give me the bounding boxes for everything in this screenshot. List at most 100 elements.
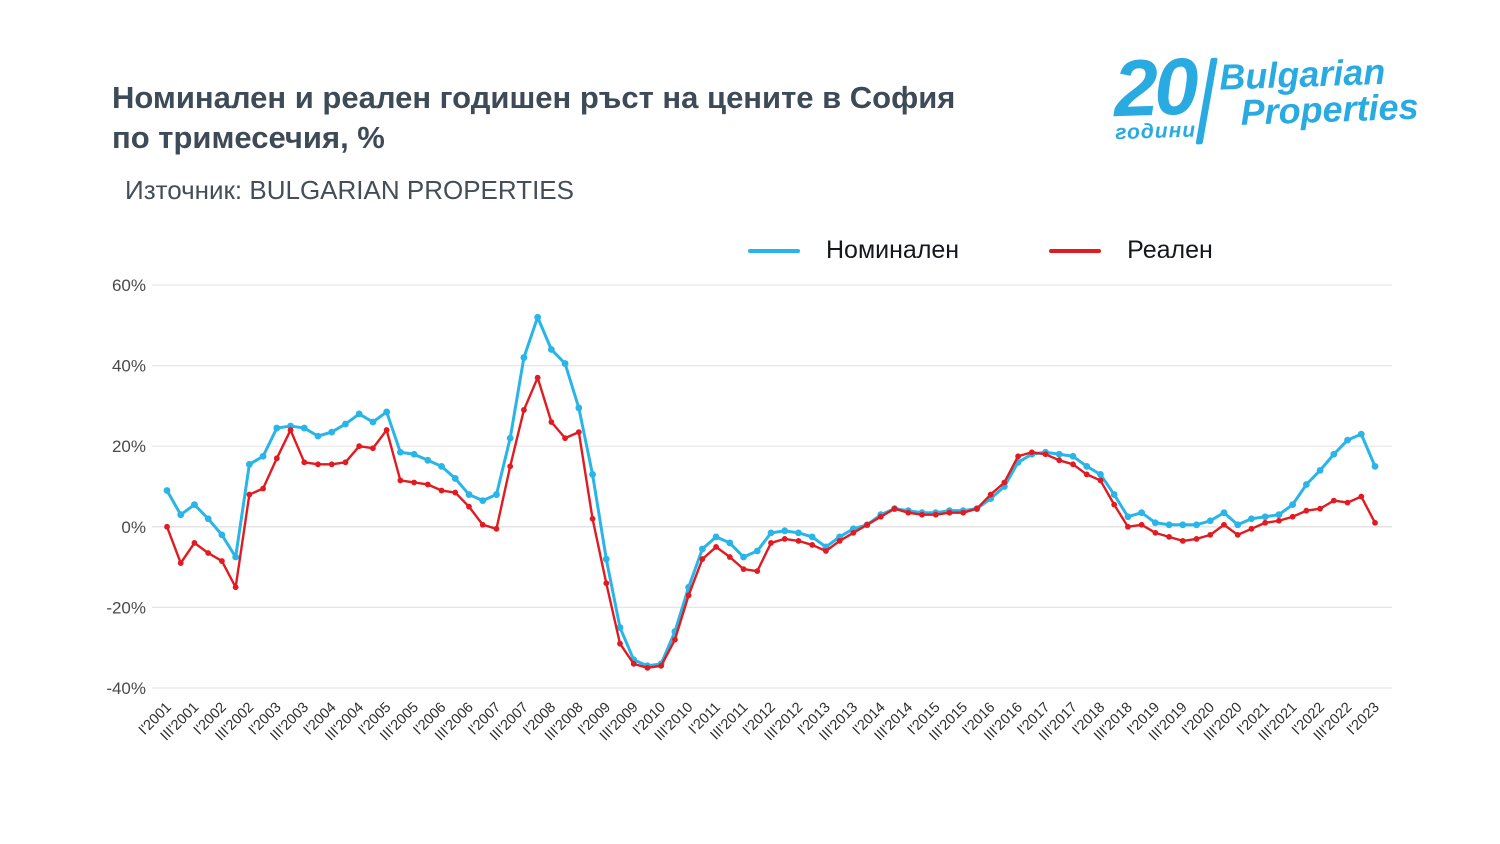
data-point bbox=[589, 471, 596, 478]
data-point bbox=[836, 538, 843, 544]
data-point bbox=[1083, 471, 1090, 478]
data-point bbox=[946, 509, 953, 516]
data-point bbox=[245, 460, 253, 468]
data-point bbox=[1042, 451, 1049, 458]
data-point bbox=[397, 477, 404, 484]
data-point bbox=[191, 501, 198, 509]
data-point bbox=[1193, 521, 1200, 529]
data-point bbox=[630, 660, 637, 667]
data-point bbox=[562, 435, 568, 442]
data-point bbox=[1179, 521, 1187, 529]
data-point bbox=[1220, 509, 1228, 517]
data-point bbox=[1302, 481, 1310, 488]
data-point bbox=[521, 407, 527, 413]
data-point bbox=[1276, 517, 1282, 524]
data-point bbox=[355, 410, 363, 418]
data-point bbox=[219, 558, 225, 564]
data-point bbox=[465, 491, 473, 498]
data-point bbox=[713, 544, 719, 550]
data-point bbox=[1275, 511, 1283, 519]
data-point bbox=[314, 432, 322, 440]
data-point bbox=[1248, 515, 1255, 523]
data-point bbox=[163, 487, 171, 494]
data-point bbox=[547, 346, 555, 353]
y-tick-label: 20% bbox=[112, 437, 146, 456]
data-point bbox=[411, 479, 417, 486]
data-point bbox=[809, 542, 816, 548]
data-point bbox=[1357, 430, 1365, 438]
data-point bbox=[383, 427, 390, 433]
data-point bbox=[1330, 450, 1338, 458]
data-point bbox=[273, 455, 280, 462]
data-point bbox=[699, 556, 706, 562]
page-title-line2: по тримесечия, % bbox=[112, 119, 385, 155]
data-point bbox=[534, 374, 541, 381]
data-point bbox=[960, 509, 967, 516]
data-point bbox=[795, 529, 802, 537]
data-point bbox=[356, 443, 363, 450]
data-point bbox=[795, 538, 802, 544]
data-point bbox=[987, 491, 994, 498]
data-point bbox=[575, 404, 583, 412]
data-point bbox=[1358, 493, 1365, 500]
data-point bbox=[740, 566, 747, 573]
data-point bbox=[315, 461, 321, 468]
data-point bbox=[424, 481, 431, 488]
data-point bbox=[534, 313, 542, 321]
data-point bbox=[1097, 471, 1104, 478]
data-point bbox=[493, 525, 500, 532]
data-point bbox=[273, 424, 281, 432]
data-point bbox=[369, 418, 377, 426]
data-point bbox=[438, 487, 445, 494]
data-point bbox=[328, 428, 336, 436]
data-point bbox=[232, 584, 239, 591]
data-point bbox=[603, 580, 610, 587]
data-point bbox=[602, 555, 610, 563]
source-label: Източник: BULGARIAN PROPERTIES bbox=[125, 175, 574, 206]
data-point bbox=[1179, 538, 1186, 544]
title-block: Номинален и реален годишен ръст на ценит… bbox=[112, 78, 955, 206]
data-point bbox=[1344, 499, 1351, 506]
y-tick-label: 40% bbox=[112, 357, 146, 376]
data-point bbox=[191, 540, 198, 546]
logo-20-years: 20 години bbox=[1112, 41, 1197, 146]
data-point bbox=[218, 531, 226, 539]
data-point bbox=[781, 527, 789, 535]
data-point bbox=[1289, 501, 1297, 509]
data-point bbox=[575, 429, 582, 435]
data-point bbox=[342, 459, 349, 466]
data-point bbox=[685, 592, 692, 599]
data-point bbox=[1330, 497, 1337, 504]
data-point bbox=[1083, 462, 1091, 470]
data-point bbox=[1111, 501, 1118, 508]
data-point bbox=[1372, 519, 1378, 526]
data-point bbox=[205, 550, 212, 556]
data-point bbox=[768, 540, 774, 546]
legend-label-nominal: Номинален bbox=[826, 236, 960, 264]
data-point bbox=[232, 553, 240, 561]
logo-number: 20 bbox=[1112, 41, 1197, 134]
legend-item-real: Реален bbox=[1049, 236, 1213, 265]
data-point bbox=[1138, 521, 1145, 528]
series-line-nominal bbox=[165, 315, 1377, 668]
y-tick-label: -20% bbox=[106, 598, 146, 617]
real-line-swatch bbox=[1049, 248, 1102, 253]
data-point bbox=[342, 420, 349, 428]
data-point bbox=[1097, 477, 1104, 484]
data-point bbox=[479, 521, 486, 528]
data-point bbox=[1151, 519, 1159, 527]
y-tick-label: 0% bbox=[121, 518, 146, 537]
data-point bbox=[246, 491, 253, 498]
data-point bbox=[328, 461, 335, 468]
data-point bbox=[864, 521, 870, 528]
brand-logo: 20 години Bulgarian Properties bbox=[1112, 41, 1419, 148]
data-point bbox=[698, 545, 706, 553]
page-title: Номинален и реален годишен ръст на ценит… bbox=[112, 78, 955, 157]
data-point bbox=[919, 511, 925, 518]
data-point bbox=[204, 515, 212, 523]
data-point bbox=[507, 463, 514, 470]
data-point bbox=[589, 515, 596, 522]
data-point bbox=[1234, 531, 1241, 538]
data-point bbox=[1110, 491, 1118, 498]
